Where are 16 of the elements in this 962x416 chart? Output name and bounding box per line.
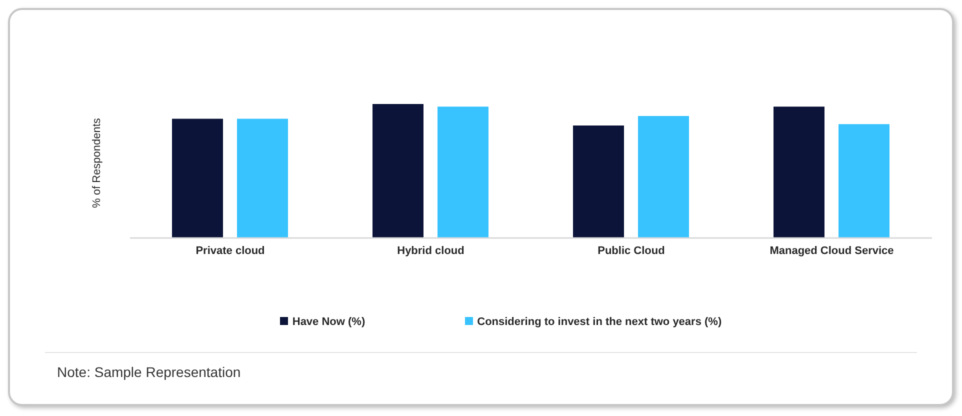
bar <box>172 118 223 238</box>
bar <box>237 118 288 238</box>
bar <box>774 106 824 238</box>
legend-label: Considering to invest in the next two years (%) <box>477 316 722 328</box>
x-tick-label: Hybrid cloud <box>397 244 464 257</box>
bar <box>438 106 488 238</box>
bar <box>838 124 890 238</box>
x-tick-label: Private cloud <box>196 244 265 257</box>
legend-label: Have Now (%) <box>292 316 366 328</box>
x-tick-label: Managed Cloud Service <box>770 244 894 257</box>
bar <box>372 104 424 238</box>
y-axis-title: % of Respondents <box>90 118 103 208</box>
bar <box>573 125 624 238</box>
x-tick-label: Public Cloud <box>598 244 665 257</box>
text: Note: Sample Representation <box>57 364 241 380</box>
bar <box>638 116 689 238</box>
